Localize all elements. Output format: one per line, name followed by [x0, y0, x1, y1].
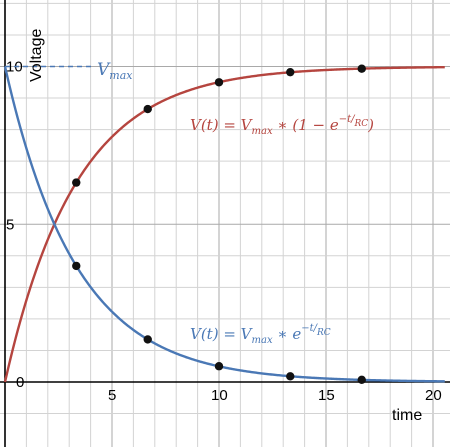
data-point	[286, 372, 295, 381]
x-tick-label: 5	[108, 387, 116, 404]
y-tick-label: 5	[6, 216, 14, 233]
data-point	[357, 375, 366, 384]
x-axis-title: time	[392, 407, 422, 424]
vmax-label: Vmax	[97, 60, 133, 82]
charge-equation: V(t) = Vmax ∗ (1 − e−t/RC)	[190, 114, 374, 137]
data-point	[72, 261, 81, 271]
data-point	[214, 362, 224, 371]
x-tick-label: 10	[211, 387, 228, 404]
data-point	[143, 335, 152, 344]
discharge-equation: V(t) = Vmax ∗ e−t/RC	[190, 323, 331, 346]
data-point	[143, 104, 152, 114]
y-axis-title: Voltage	[28, 29, 45, 82]
data-points	[72, 64, 366, 384]
data-point	[214, 78, 224, 87]
x-tick-label: 20	[425, 387, 442, 404]
data-point	[286, 67, 295, 77]
data-point	[357, 64, 366, 73]
data-point	[72, 178, 81, 187]
x-tick-label: 15	[318, 387, 335, 404]
y-tick-label: 0	[16, 374, 24, 391]
